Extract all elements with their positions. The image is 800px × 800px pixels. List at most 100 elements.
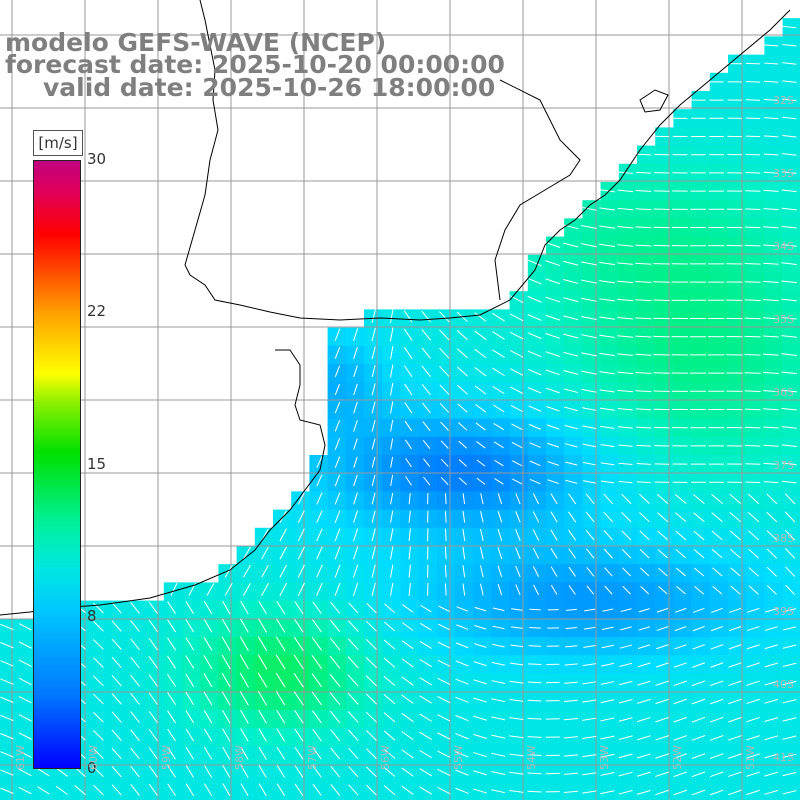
wind-arrow xyxy=(550,511,558,523)
wind-arrow xyxy=(473,679,487,685)
wind-arrow xyxy=(437,750,451,758)
wind-arrow xyxy=(582,461,596,466)
wind-arrow xyxy=(419,659,432,668)
wind-arrow xyxy=(353,528,359,542)
wind-arrow xyxy=(729,607,742,613)
wind-arrow xyxy=(334,582,341,597)
wind-arrow xyxy=(439,347,450,359)
wind-arrow xyxy=(618,771,633,777)
wind-arrow xyxy=(563,717,579,721)
wind-arrow xyxy=(390,492,394,505)
wind-arrow xyxy=(782,735,797,740)
wind-arrow xyxy=(493,441,504,449)
wind-arrow xyxy=(294,618,304,633)
wind-arrow xyxy=(763,226,779,229)
wind-arrow xyxy=(258,618,268,633)
wind-arrow xyxy=(330,729,341,742)
wind-arrow xyxy=(545,296,561,303)
wind-arrow xyxy=(422,476,431,486)
wind-arrow xyxy=(276,600,286,615)
wind-arrow xyxy=(581,407,597,411)
wind-arrow xyxy=(656,626,669,631)
colorbar-tick-30: 30 xyxy=(87,150,107,168)
wind-arrow xyxy=(528,423,541,430)
wind-arrow xyxy=(419,622,432,631)
lon-label: 59W xyxy=(160,745,173,770)
wind-arrow xyxy=(347,711,359,723)
wind-arrow xyxy=(711,493,723,504)
wind-arrow xyxy=(603,493,614,505)
wind-arrow xyxy=(440,476,449,486)
wind-arrow xyxy=(528,663,542,666)
wind-arrow xyxy=(674,607,687,613)
wind-arrow xyxy=(334,564,341,578)
wind-arrow xyxy=(276,728,286,742)
wind-arrow xyxy=(564,663,578,666)
wind-arrow xyxy=(581,261,597,266)
wind-arrow xyxy=(515,565,521,578)
wind-arrow xyxy=(93,730,104,741)
wind-arrow xyxy=(404,402,413,414)
wind-arrow xyxy=(204,765,213,778)
wind-arrow xyxy=(408,492,411,505)
wind-arrow xyxy=(745,481,761,483)
wind-arrow xyxy=(763,135,779,138)
wind-arrow xyxy=(444,493,447,505)
wind-arrow xyxy=(763,462,779,465)
wind-arrow xyxy=(655,662,669,668)
wind-arrow xyxy=(330,765,341,778)
wind-arrow xyxy=(167,747,176,760)
wind-arrow xyxy=(419,640,432,649)
wind-arrow xyxy=(93,639,104,650)
wind-arrow xyxy=(334,420,341,432)
wind-arrow xyxy=(512,460,523,467)
wind-arrow xyxy=(480,510,484,523)
wind-arrow xyxy=(258,765,267,778)
wind-arrow xyxy=(604,567,613,577)
wind-arrow xyxy=(528,645,542,647)
wind-arrow xyxy=(693,530,705,541)
wind-arrow xyxy=(746,789,760,796)
wind-arrow xyxy=(673,698,688,705)
wind-arrow xyxy=(365,730,377,741)
wind-arrow xyxy=(279,546,287,560)
wind-arrow xyxy=(619,644,633,649)
wind-arrow xyxy=(709,789,724,796)
wind-arrow xyxy=(421,384,431,396)
wind-arrow xyxy=(510,404,523,412)
wind-arrow xyxy=(456,348,468,359)
wind-arrow xyxy=(509,789,524,793)
wind-arrow xyxy=(111,784,122,796)
wind-arrow xyxy=(444,510,447,523)
wind-arrow xyxy=(316,456,323,469)
wind-arrow xyxy=(527,259,542,267)
wind-arrow xyxy=(334,347,341,359)
wind-arrow xyxy=(728,680,742,687)
wind-arrow xyxy=(390,382,394,396)
wind-arrow xyxy=(130,765,140,778)
wind-arrow xyxy=(782,153,797,156)
wind-arrow xyxy=(0,660,14,667)
wind-arrow xyxy=(564,406,578,412)
wind-arrow xyxy=(529,478,541,485)
wind-arrow xyxy=(547,479,560,485)
wind-arrow xyxy=(203,601,213,615)
wind-arrow xyxy=(635,371,652,374)
wind-arrow xyxy=(638,608,650,613)
wind-arrow xyxy=(781,371,797,375)
wind-arrow xyxy=(334,456,341,469)
wind-arrow xyxy=(673,771,688,778)
wind-arrow xyxy=(316,564,323,578)
wind-arrow xyxy=(275,672,286,688)
wind-arrow xyxy=(509,753,524,757)
wind-arrow xyxy=(258,709,267,724)
wind-arrow xyxy=(294,728,304,742)
wind-arrow xyxy=(390,582,394,596)
wind-arrow xyxy=(348,729,359,742)
wind-arrow xyxy=(511,608,523,611)
wind-arrow xyxy=(492,349,505,358)
wind-arrow xyxy=(639,530,650,541)
wind-arrow xyxy=(462,493,466,505)
wind-arrow xyxy=(240,728,249,742)
